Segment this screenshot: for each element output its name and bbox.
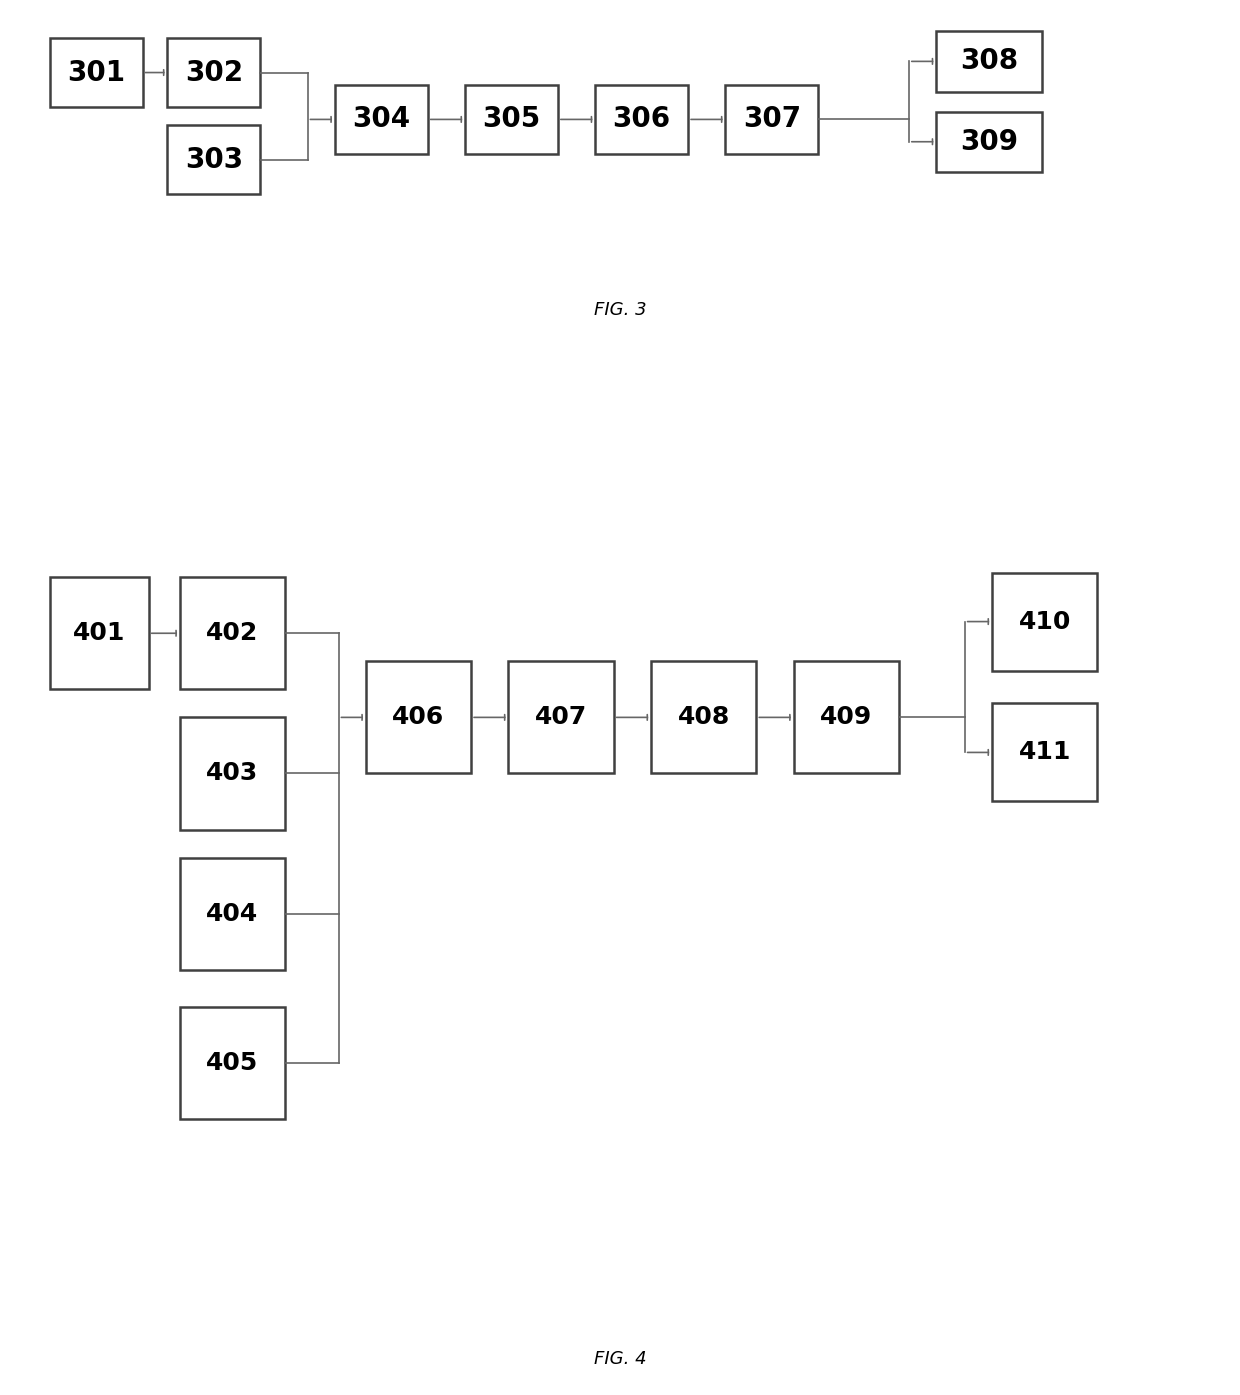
Text: 411: 411 — [1018, 741, 1071, 764]
FancyBboxPatch shape — [465, 85, 558, 153]
FancyBboxPatch shape — [725, 85, 818, 153]
FancyBboxPatch shape — [167, 38, 260, 107]
FancyBboxPatch shape — [167, 126, 260, 194]
Text: 407: 407 — [534, 706, 588, 730]
Text: 408: 408 — [677, 706, 730, 730]
Text: 306: 306 — [613, 106, 671, 134]
Text: 409: 409 — [820, 706, 873, 730]
FancyBboxPatch shape — [50, 578, 149, 689]
Text: 309: 309 — [960, 128, 1018, 156]
Text: 307: 307 — [743, 106, 801, 134]
Text: 304: 304 — [352, 106, 410, 134]
FancyBboxPatch shape — [992, 703, 1097, 802]
FancyBboxPatch shape — [50, 38, 143, 107]
FancyBboxPatch shape — [180, 717, 285, 830]
Text: 401: 401 — [73, 621, 125, 646]
FancyBboxPatch shape — [992, 572, 1097, 671]
Text: 301: 301 — [67, 59, 125, 86]
Text: 402: 402 — [206, 621, 259, 646]
FancyBboxPatch shape — [794, 661, 899, 773]
Text: FIG. 4: FIG. 4 — [594, 1350, 646, 1368]
FancyBboxPatch shape — [936, 31, 1042, 92]
FancyBboxPatch shape — [508, 661, 614, 773]
FancyBboxPatch shape — [335, 85, 428, 153]
Text: FIG. 3: FIG. 3 — [594, 301, 646, 319]
Text: 406: 406 — [392, 706, 445, 730]
FancyBboxPatch shape — [595, 85, 688, 153]
Text: 302: 302 — [185, 59, 243, 86]
Text: 403: 403 — [206, 762, 259, 785]
FancyBboxPatch shape — [366, 661, 471, 773]
Text: 405: 405 — [206, 1052, 259, 1076]
Text: 404: 404 — [206, 901, 259, 926]
FancyBboxPatch shape — [180, 578, 285, 689]
Text: 410: 410 — [1018, 610, 1071, 633]
FancyBboxPatch shape — [651, 661, 756, 773]
FancyBboxPatch shape — [180, 858, 285, 970]
Text: 303: 303 — [185, 145, 243, 173]
FancyBboxPatch shape — [180, 1007, 285, 1119]
Text: 305: 305 — [482, 106, 541, 134]
FancyBboxPatch shape — [936, 112, 1042, 172]
Text: 308: 308 — [960, 47, 1018, 75]
